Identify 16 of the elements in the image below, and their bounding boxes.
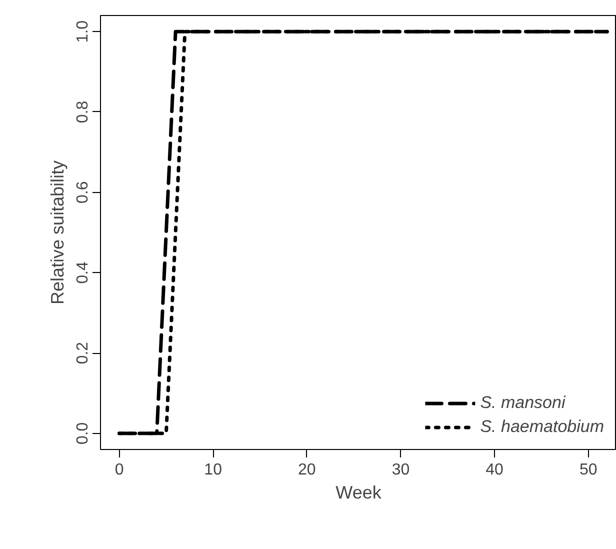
y-tick-label: 1.0 xyxy=(74,20,92,43)
x-tick-label: 30 xyxy=(392,462,410,478)
x-tick-label: 10 xyxy=(204,462,222,478)
y-tick-label: 0.4 xyxy=(74,261,92,284)
x-axis-title: Week xyxy=(336,482,382,502)
x-tick-label: 40 xyxy=(486,462,504,478)
y-tick-label: 0.0 xyxy=(74,422,92,445)
y-tick-label: 0.6 xyxy=(74,181,92,204)
legend-label: S. mansoni xyxy=(480,393,566,413)
x-tick-label: 50 xyxy=(579,462,598,478)
legend-label: S. haematobium xyxy=(480,417,604,437)
x-tick-label: 0 xyxy=(114,462,124,478)
y-tick-label: 0.8 xyxy=(74,100,92,124)
x-tick-label: 20 xyxy=(298,462,316,478)
y-tick-label: 0.2 xyxy=(74,342,92,364)
y-axis-title: Relative suitability xyxy=(48,160,68,305)
